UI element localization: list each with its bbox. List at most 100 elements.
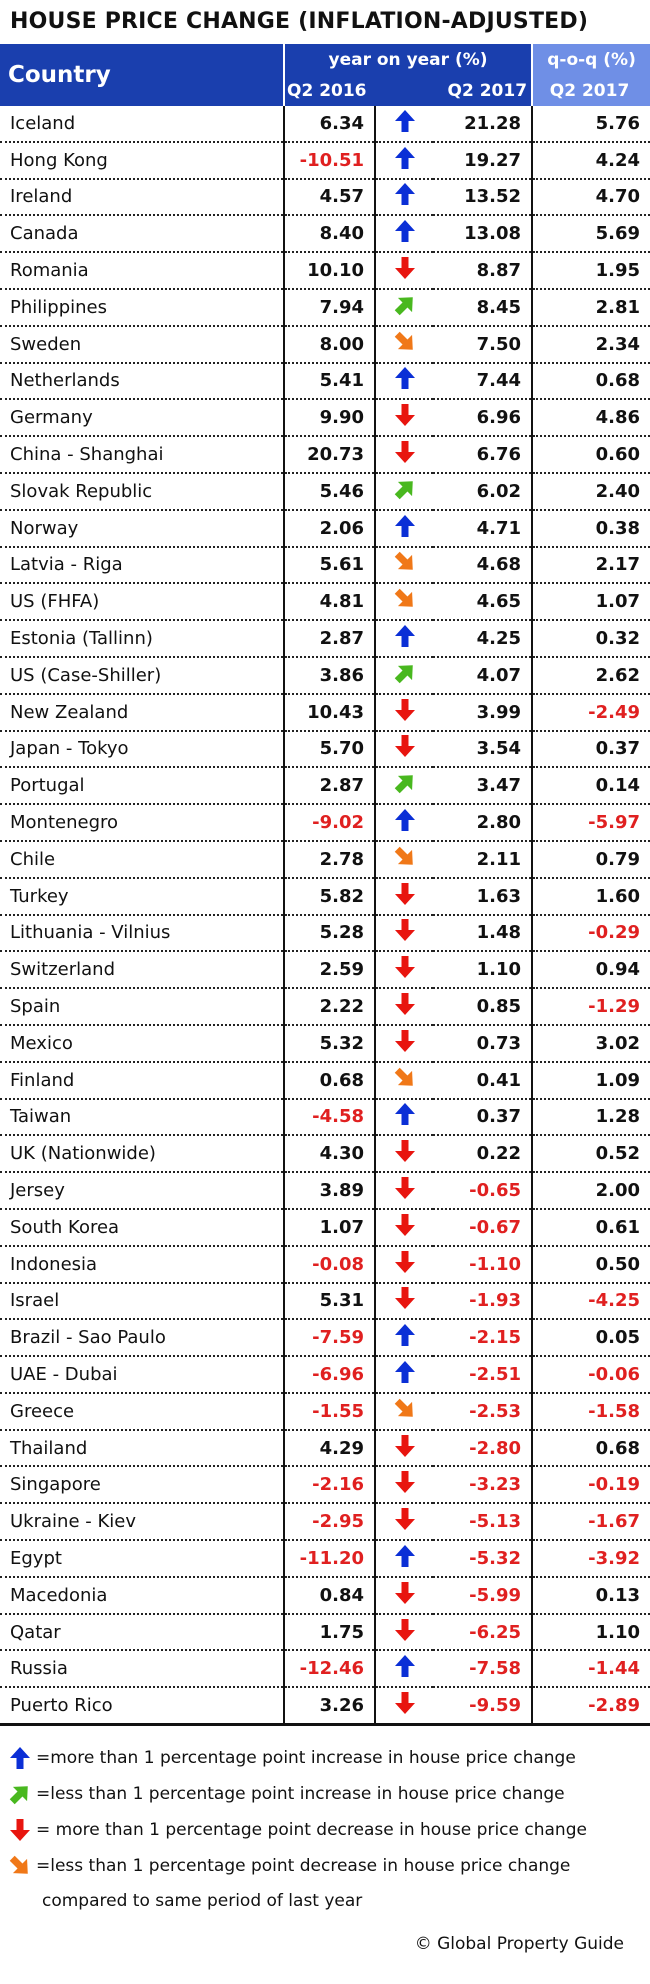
table-row: Mexico 5.32 0.73 3.02 xyxy=(0,1024,650,1063)
trend-arrow-cell xyxy=(374,620,433,658)
table-row: Latvia - Riga 5.61 4.68 2.17 xyxy=(0,546,650,585)
legend-text: =less than 1 percentage point decrease i… xyxy=(36,1856,571,1877)
q2-2017-value: 6.96 xyxy=(433,399,533,438)
q2-2017-value: 4.68 xyxy=(433,546,533,585)
up-arrow-icon xyxy=(394,220,415,243)
down-small-arrow-icon xyxy=(394,1398,413,1417)
trend-arrow-cell xyxy=(374,1172,433,1210)
q2-2016-value: 2.59 xyxy=(283,951,375,990)
q2-2017-value: 8.87 xyxy=(433,252,533,290)
q2-2017-value: 2.11 xyxy=(433,840,533,879)
up-small-arrow-icon xyxy=(9,1786,28,1805)
qoq-value: 0.60 xyxy=(531,436,650,474)
header-qoq: q-o-q (%) xyxy=(531,44,650,75)
table-row: US (Case-Shiller) 3.86 4.07 2.62 xyxy=(0,656,650,695)
table-row: China - Shanghai 20.73 6.76 0.60 xyxy=(0,436,650,474)
q2-2017-value: 19.27 xyxy=(433,141,533,180)
country-cell: Estonia (Tallinn) xyxy=(0,620,284,658)
qoq-value: 1.10 xyxy=(531,1613,650,1652)
table-row: UK (Nationwide) 4.30 0.22 0.52 xyxy=(0,1135,650,1174)
q2-2016-value: 4.30 xyxy=(283,1135,375,1174)
qoq-value: 0.68 xyxy=(531,362,650,401)
up-arrow-icon xyxy=(394,1324,415,1347)
legend-text: =more than 1 percentage point increase i… xyxy=(36,1748,576,1769)
q2-2016-value: -11.20 xyxy=(283,1540,375,1578)
qoq-value: -1.67 xyxy=(531,1503,650,1542)
country-cell: Sweden xyxy=(0,325,284,364)
up-arrow-icon xyxy=(394,109,415,132)
qoq-value: 2.34 xyxy=(531,325,650,364)
down-small-arrow-icon xyxy=(394,846,413,865)
country-cell: UK (Nationwide) xyxy=(0,1135,284,1174)
q2-2017-value: -0.65 xyxy=(433,1172,533,1210)
qoq-value: 4.86 xyxy=(531,399,650,438)
q2-2017-value: -5.32 xyxy=(433,1540,533,1578)
qoq-value: 0.79 xyxy=(531,840,650,879)
q2-2016-value: 8.40 xyxy=(283,215,375,254)
up-small-arrow-icon xyxy=(394,481,413,500)
down-arrow-icon xyxy=(394,698,415,721)
country-cell: Singapore xyxy=(0,1466,284,1505)
qoq-value: -4.25 xyxy=(531,1282,650,1321)
table-row: Switzerland 2.59 1.10 0.94 xyxy=(0,951,650,990)
q2-2017-value: 3.54 xyxy=(433,730,533,769)
country-cell: UAE - Dubai xyxy=(0,1356,284,1394)
trend-arrow-cell xyxy=(374,1061,433,1100)
table-row: Portugal 2.87 3.47 0.14 xyxy=(0,767,650,806)
table-row: Estonia (Tallinn) 2.87 4.25 0.32 xyxy=(0,620,650,658)
q2-2017-value: -5.99 xyxy=(433,1576,533,1615)
trend-arrow-cell xyxy=(374,1650,433,1689)
qoq-value: 0.37 xyxy=(531,730,650,769)
credit-text: Global Property Guide xyxy=(437,1934,624,1955)
qoq-value: -1.44 xyxy=(531,1650,650,1689)
table-row: Philippines 7.94 8.45 2.81 xyxy=(0,288,650,327)
trend-arrow-cell xyxy=(374,951,433,990)
up-arrow-icon xyxy=(394,1544,415,1567)
down-small-arrow-icon xyxy=(394,1067,413,1086)
q2-2016-value: 5.32 xyxy=(283,1024,375,1063)
q2-2017-value: -7.58 xyxy=(433,1650,533,1689)
down-small-arrow-icon xyxy=(394,552,413,571)
q2-2017-value: 4.07 xyxy=(433,656,533,695)
down-arrow-icon xyxy=(394,1471,415,1494)
credit: © Global Property Guide xyxy=(0,1926,650,1962)
qoq-value: 0.13 xyxy=(531,1576,650,1615)
trend-arrow-cell xyxy=(374,840,433,879)
q2-2016-value: 6.34 xyxy=(283,106,375,143)
trend-arrow-cell xyxy=(374,1613,433,1652)
country-cell: Germany xyxy=(0,399,284,438)
trend-arrow-cell xyxy=(374,1466,433,1505)
table-row: Turkey 5.82 1.63 1.60 xyxy=(0,877,650,916)
q2-2016-value: 5.31 xyxy=(283,1282,375,1321)
trend-arrow-cell xyxy=(374,656,433,695)
up-small-arrow-icon xyxy=(394,665,413,684)
table-row: Brazil - Sao Paulo -7.59 -2.15 0.05 xyxy=(0,1319,650,1358)
country-cell: Canada xyxy=(0,215,284,254)
header-q2-2017: Q2 2017 xyxy=(433,75,533,106)
q2-2017-value: 13.08 xyxy=(433,215,533,254)
qoq-value: -0.06 xyxy=(531,1356,650,1394)
down-small-arrow-icon xyxy=(394,331,413,350)
country-cell: Portugal xyxy=(0,767,284,806)
q2-2017-value: 1.48 xyxy=(433,914,533,953)
header-qoq-q2-2017: Q2 2017 xyxy=(531,75,650,106)
qoq-value: 3.02 xyxy=(531,1024,650,1063)
down-arrow-icon xyxy=(394,1287,415,1310)
q2-2016-value: -2.95 xyxy=(283,1503,375,1542)
trend-arrow-cell xyxy=(374,1282,433,1321)
trend-arrow-cell xyxy=(374,325,433,364)
q2-2017-value: -6.25 xyxy=(433,1613,533,1652)
table-row: Netherlands 5.41 7.44 0.68 xyxy=(0,362,650,401)
trend-arrow-cell xyxy=(374,1429,433,1468)
q2-2016-value: 7.94 xyxy=(283,288,375,327)
country-cell: Taiwan xyxy=(0,1098,284,1137)
q2-2017-value: 2.80 xyxy=(433,804,533,842)
table-row: New Zealand 10.43 3.99 -2.49 xyxy=(0,693,650,732)
q2-2017-value: -9.59 xyxy=(433,1687,533,1727)
table-row: Jersey 3.89 -0.65 2.00 xyxy=(0,1172,650,1210)
qoq-value: 0.14 xyxy=(531,767,650,806)
table-row: Slovak Republic 5.46 6.02 2.40 xyxy=(0,472,650,511)
table-row: Germany 9.90 6.96 4.86 xyxy=(0,399,650,438)
q2-2016-value: -10.51 xyxy=(283,141,375,180)
down-arrow-icon xyxy=(394,735,415,758)
